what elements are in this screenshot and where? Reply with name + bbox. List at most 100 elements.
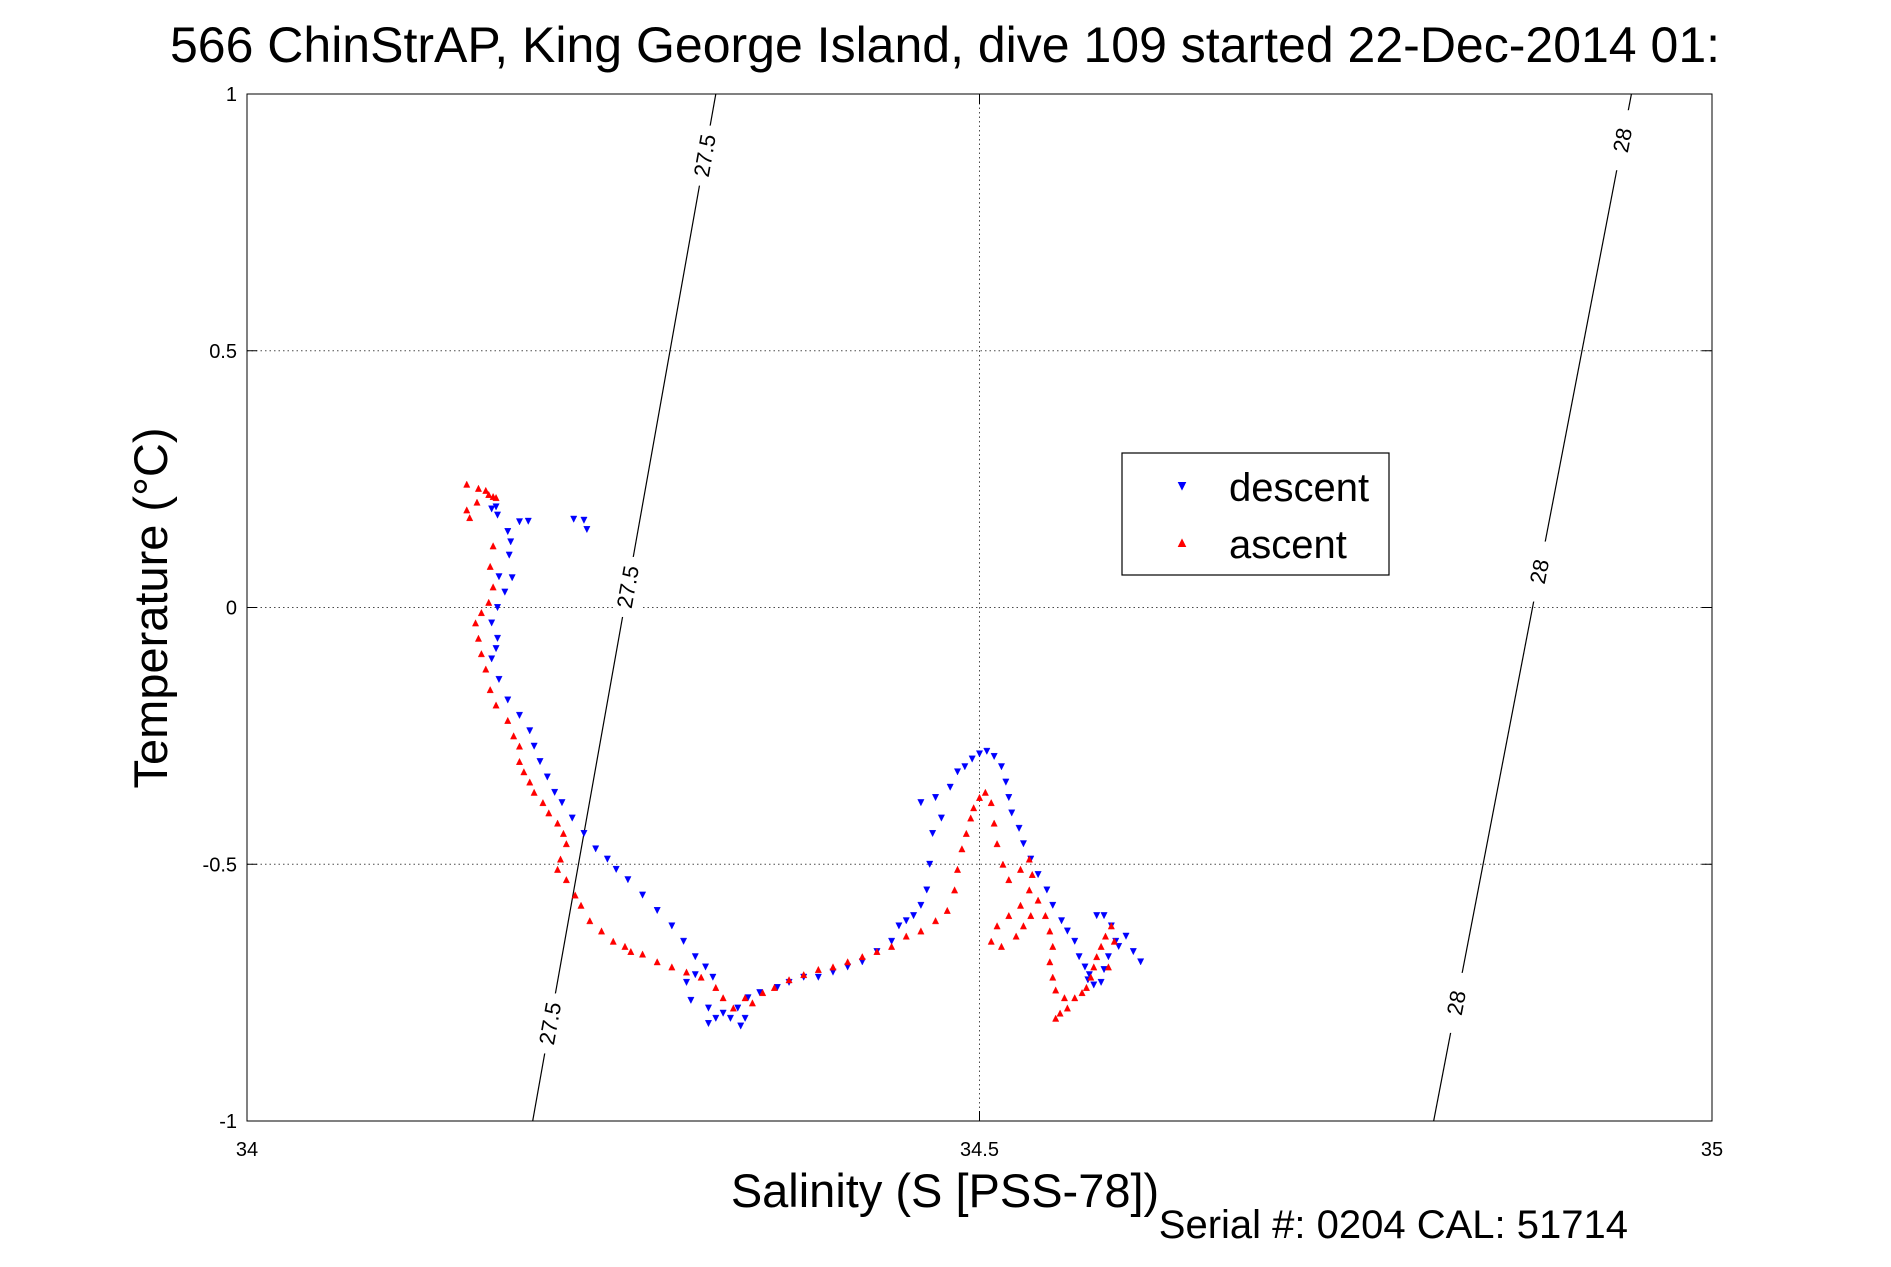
legend-entries: descent ascent — [1177, 466, 1369, 567]
ascent-marker — [571, 891, 579, 899]
ascent-marker — [970, 804, 978, 812]
ascent-marker — [1034, 896, 1042, 904]
descent-marker — [1100, 912, 1108, 920]
ascent-marker — [1049, 973, 1057, 981]
y-tick-label: 1 — [226, 84, 237, 106]
ascent-marker — [1046, 927, 1054, 935]
descent-marker — [583, 526, 591, 534]
contour-label: 28 — [1608, 126, 1637, 155]
ascent-marker — [474, 634, 482, 642]
ascent-marker — [829, 963, 837, 971]
descent-marker — [653, 907, 661, 915]
ascent-marker — [554, 865, 562, 873]
ascent-marker — [1005, 876, 1013, 884]
y-tick-label: 0.5 — [209, 341, 237, 363]
ascent-marker — [515, 742, 524, 750]
ascent-marker — [1025, 886, 1033, 894]
ascent-marker — [463, 506, 471, 514]
ascent-marker — [962, 829, 970, 837]
descent-marker — [926, 860, 934, 868]
ascent-marker — [482, 486, 490, 494]
ascent-marker — [492, 493, 500, 502]
ascent-marker — [917, 927, 925, 935]
ascent-marker — [627, 947, 635, 955]
ascent-marker — [967, 814, 975, 822]
ascent-marker — [562, 840, 570, 848]
descent-marker — [1115, 943, 1123, 951]
descent-marker — [495, 675, 503, 684]
descent-marker — [515, 518, 524, 526]
ascent-marker — [1056, 1009, 1064, 1017]
ascent-marker — [1025, 855, 1033, 863]
ascent-marker — [932, 917, 940, 925]
contour-label-bg — [614, 556, 641, 617]
ascent-marker — [748, 999, 756, 1007]
descent-marker — [682, 978, 691, 987]
descent-marker — [668, 922, 676, 930]
descent-marker — [997, 763, 1005, 771]
descent-marker — [702, 963, 710, 971]
descent-marker — [493, 634, 502, 642]
descent-marker — [983, 747, 991, 755]
ascent-marker — [1071, 994, 1079, 1002]
ascent-marker — [1078, 988, 1086, 997]
ascent-marker — [554, 819, 562, 827]
legend-descent-label: descent — [1229, 466, 1369, 510]
axis-ticks: 34 34.5 35 -1 -0.5 0 0.5 1 — [203, 84, 1724, 1161]
ascent-marker — [999, 860, 1007, 868]
ascent-marker — [1087, 973, 1095, 981]
ascent-marker — [489, 542, 497, 550]
ascent-marker — [562, 876, 570, 884]
ascent-marker — [477, 650, 485, 658]
x-axis-label: Salinity (S [PSS-78]) — [731, 1164, 1159, 1217]
ascent-marker — [858, 953, 866, 961]
descent-marker — [570, 515, 578, 523]
ascent-marker — [526, 778, 534, 786]
descent-marker — [1137, 958, 1145, 966]
ascent-marker — [504, 716, 512, 724]
descent-marker — [709, 973, 717, 981]
y-tick-label: 0 — [226, 598, 237, 620]
ascent-marker — [770, 983, 778, 991]
descent-marker — [488, 619, 496, 627]
ascent-marker — [621, 942, 629, 950]
ascent-marker — [1101, 932, 1110, 940]
ascent-marker — [993, 922, 1001, 930]
descent-marker — [551, 788, 559, 797]
descent-marker — [719, 1009, 727, 1017]
descent-marker — [624, 876, 632, 884]
descent-marker — [1097, 978, 1105, 987]
ascent-marker — [1107, 922, 1115, 930]
descent-marker — [1002, 778, 1010, 786]
ascent-marker — [1063, 1004, 1071, 1012]
ascent-marker — [712, 983, 720, 991]
descent-marker — [543, 773, 551, 781]
descent-marker — [1081, 963, 1089, 971]
descent-marker — [1122, 932, 1130, 940]
ascent-marker — [1082, 983, 1090, 991]
descent-marker — [495, 573, 503, 581]
descent-marker — [568, 814, 576, 822]
ascent-marker — [486, 686, 494, 694]
ascent-marker — [668, 963, 676, 971]
ascent-marker — [888, 942, 896, 950]
descent-marker — [704, 1020, 712, 1028]
descent-marker — [726, 1014, 734, 1022]
ascent-marker — [1016, 865, 1025, 873]
contour-label: 28 — [1442, 989, 1471, 1018]
descent-marker — [687, 996, 695, 1004]
ascent-marker — [510, 732, 518, 740]
ascent-marker — [466, 513, 474, 522]
ascent-marker — [1016, 901, 1025, 909]
contour-label-bg — [691, 125, 718, 186]
descent-marker — [704, 1004, 712, 1012]
ascent-marker — [472, 619, 480, 627]
ascent-marker — [1090, 963, 1098, 971]
ascent-marker — [530, 788, 538, 796]
ascent-marker — [485, 598, 493, 606]
ascent-marker — [639, 950, 647, 958]
ascent-marker — [1046, 958, 1054, 966]
ascent-marker — [515, 757, 524, 765]
